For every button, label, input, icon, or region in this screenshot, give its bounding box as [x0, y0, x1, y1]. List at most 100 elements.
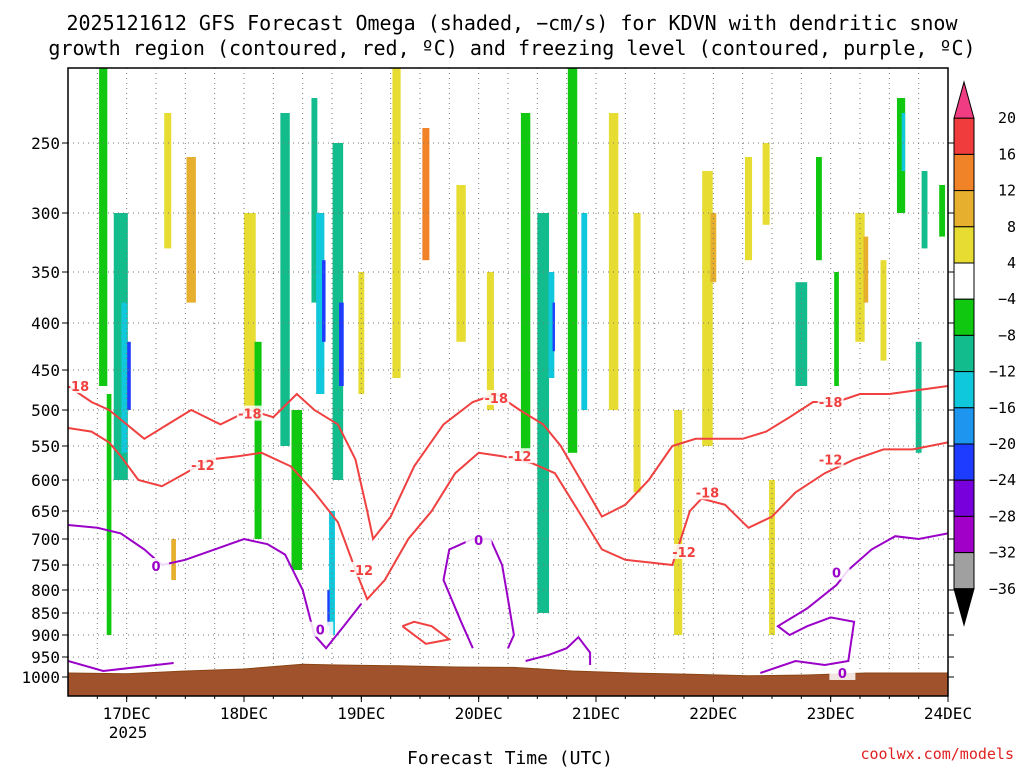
colorbar-swatch-14: [953, 588, 975, 627]
omega-cell-28: [567, 68, 578, 453]
xtick-label-7: 24DEC: [924, 704, 972, 723]
omega-cell-7: [171, 539, 176, 580]
colorbar-label-1: 16: [998, 145, 1016, 163]
freezing-label-3: 0: [832, 567, 841, 582]
colorbar-label-3: 8: [1007, 218, 1016, 236]
ytick-label-400: 400: [31, 314, 60, 333]
colorbar-swatch-5: [953, 262, 975, 300]
colorbar-label-9: −20: [989, 435, 1016, 453]
ytick-label-500: 500: [31, 401, 60, 420]
omega-cell-30: [608, 113, 619, 410]
freezing-line-2: [525, 635, 592, 665]
colorbar-swatch-4: [953, 226, 975, 264]
freezing-label-bg-4: [829, 665, 856, 680]
omega-cell-33: [702, 171, 713, 446]
freezing-line-4: [759, 532, 948, 674]
colorbar: 20 16 12 8 4 −4 −8 −12 −16 −20 −24 −28 −32 −36: [953, 80, 1016, 627]
colorbar-label-11: −28: [989, 507, 1016, 525]
colorbar-swatch-12: [953, 515, 975, 554]
omega-cell-4: [106, 394, 112, 635]
omega-cell-29: [581, 213, 588, 410]
dendritic-label-1: -18: [238, 408, 262, 423]
omega-cell-44: [896, 98, 906, 213]
omega-cell-34: [710, 213, 717, 283]
omega-cell-40: [834, 272, 839, 386]
omega-cell-13: [316, 213, 325, 394]
colorbar-swatch-9: [953, 407, 975, 445]
colorbar-swatch-8: [953, 371, 975, 409]
omega-cell-45: [901, 113, 906, 171]
dendritic-label-bg-3: [694, 484, 721, 500]
omega-shading-layer: [99, 68, 946, 635]
dendritic-label-bg-0: [68, 378, 91, 393]
dendritic-label-5: -12: [191, 459, 215, 474]
xtick-label-1: 18DEC: [220, 704, 268, 723]
xtick-label-6: 23DEC: [807, 704, 855, 723]
omega-cell-36: [762, 143, 770, 225]
omega-cell-20: [392, 68, 401, 378]
omega-cell-22: [456, 185, 466, 342]
dendritic-label-bg-6: [348, 562, 375, 577]
dendritic-label-bg-8: [671, 544, 697, 559]
ytick-label-250: 250: [31, 134, 60, 153]
omega-cell-21: [422, 128, 430, 261]
dendritic-label-3: -18: [696, 486, 720, 501]
omega-cell-24: [520, 113, 531, 453]
dendritic-label-8: -12: [672, 546, 696, 561]
omega-cell-6: [186, 157, 196, 303]
freezing-label-bg-3: [823, 564, 850, 580]
ytick-label-550: 550: [31, 437, 60, 456]
ytick-label-900: 900: [31, 626, 60, 645]
ytick-label-600: 600: [31, 471, 60, 490]
ytick-label-850: 850: [31, 604, 60, 623]
colorbar-swatch-7: [953, 334, 975, 373]
omega-cell-27: [552, 302, 555, 352]
omega-cell-23: [486, 272, 494, 410]
year-label: 2025: [109, 723, 148, 742]
ytick-label-750: 750: [31, 556, 60, 575]
freezing-level-contours: 0 0 0 0 0: [68, 524, 948, 682]
chart-title-line-2: growth region (contoured, red, ºC) and f…: [48, 36, 975, 60]
terrain-fill: [68, 663, 948, 696]
omega-cell-3: [127, 341, 131, 410]
omega-cell-11: [291, 410, 303, 570]
omega-cell-42: [863, 236, 869, 303]
ytick-label-800: 800: [31, 581, 60, 600]
omega-cell-41: [855, 213, 865, 342]
omega-cell-9: [254, 341, 262, 539]
x-axis: 17DEC 18DEC 19DEC 20DEC 21DEC 22DEC 23DEC 24DEC: [96, 696, 972, 723]
omega-cell-5: [164, 113, 172, 249]
colorbar-label-4: 4: [1007, 254, 1016, 272]
freezing-label-2: 0: [474, 534, 483, 549]
omega-cell-14: [322, 260, 326, 342]
colorbar-swatch-13: [953, 552, 975, 590]
dendritic-label-bg-9: [817, 451, 844, 467]
omega-cell-16: [339, 302, 344, 386]
omega-cell-31: [633, 213, 641, 493]
chart-title-line-1: 2025121612 GFS Forecast Omega (shaded, −…: [66, 11, 958, 35]
credit-link[interactable]: coolwx.com/models: [860, 745, 1014, 763]
dendritic-label-bg-7: [506, 448, 533, 464]
ytick-label-700: 700: [31, 530, 60, 549]
omega-cell-38: [795, 282, 808, 386]
x-axis-label: Forecast Time (UTC): [407, 748, 613, 768]
dendritic-label-bg-1: [236, 405, 263, 421]
colorbar-swatch-1: [953, 117, 975, 155]
dendritic-label-2: -18: [485, 392, 509, 407]
omega-cell-37: [769, 480, 775, 635]
terrain-layer: [68, 663, 948, 696]
colorbar-label-10: −24: [989, 471, 1016, 489]
y-axis: 250 300 350 400 450 500 550 600 650 700 750 800 850 9…: [21, 134, 954, 687]
dendritic-label-7: -12: [508, 450, 532, 465]
freezing-label-4: 0: [838, 667, 847, 682]
colorbar-label-12: −32: [989, 544, 1016, 562]
omega-cell-26: [548, 272, 555, 378]
omega-cell-15: [332, 143, 344, 480]
omega-cell-0: [99, 68, 108, 386]
freezing-label-0: 0: [151, 560, 160, 575]
omega-cell-8: [244, 213, 256, 410]
ytick-label-450: 450: [31, 361, 60, 380]
omega-cell-43: [880, 260, 887, 361]
omega-cell-35: [745, 157, 753, 261]
